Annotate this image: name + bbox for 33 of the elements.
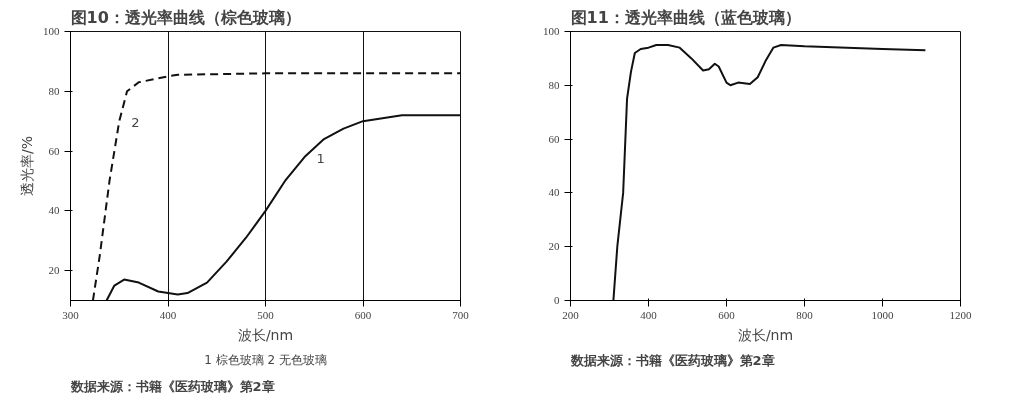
x-tick-label: 800 — [796, 308, 814, 321]
source-note: 数据来源：书籍《医药玻璃》第2章 — [569, 352, 775, 368]
y-tick-label: 80 — [548, 78, 560, 91]
series-label: 1 — [316, 151, 325, 167]
x-tick-label: 400 — [640, 308, 658, 321]
series-label: 2 — [131, 115, 140, 131]
y-tick-label: 60 — [548, 132, 560, 145]
y-tick-label: 20 — [48, 264, 60, 277]
line-series — [612, 43, 927, 301]
y-tick-label: 40 — [548, 186, 560, 199]
x-tick-label: 400 — [159, 308, 177, 321]
x-tick-label: 600 — [718, 308, 736, 321]
x-tick-label: 700 — [452, 308, 470, 321]
x-tick-label: 1000 — [871, 308, 894, 321]
y-tick-label: 0 — [554, 294, 560, 306]
y-tick-label: 40 — [48, 204, 60, 217]
x-tick-label: 1200 — [949, 308, 972, 321]
y-tick-label: 100 — [43, 25, 60, 37]
chart-title: 图11：透光率曲线（蓝色玻璃） — [570, 7, 801, 27]
y-tick-label: 100 — [543, 25, 560, 37]
x-tick-label: 300 — [62, 308, 80, 321]
y-tick-label: 80 — [48, 84, 60, 97]
source-note: 数据来源：书籍《医药玻璃》第2章 — [69, 378, 275, 394]
y-tick-label: 60 — [48, 144, 60, 157]
y-tick-label: 20 — [548, 240, 560, 253]
chart-title: 图10：透光率曲线（棕色玻璃） — [70, 7, 301, 27]
y-axis-title: 透光率/% — [19, 135, 35, 197]
x-tick-label: 200 — [562, 308, 580, 321]
x-axis-title: 波长/nm — [237, 326, 294, 343]
x-tick-label: 500 — [257, 308, 275, 321]
x-tick-label: 600 — [354, 308, 372, 321]
x-axis-title: 波长/nm — [737, 326, 794, 343]
text: 1 棕色玻璃 2 无色玻璃 — [204, 352, 327, 367]
